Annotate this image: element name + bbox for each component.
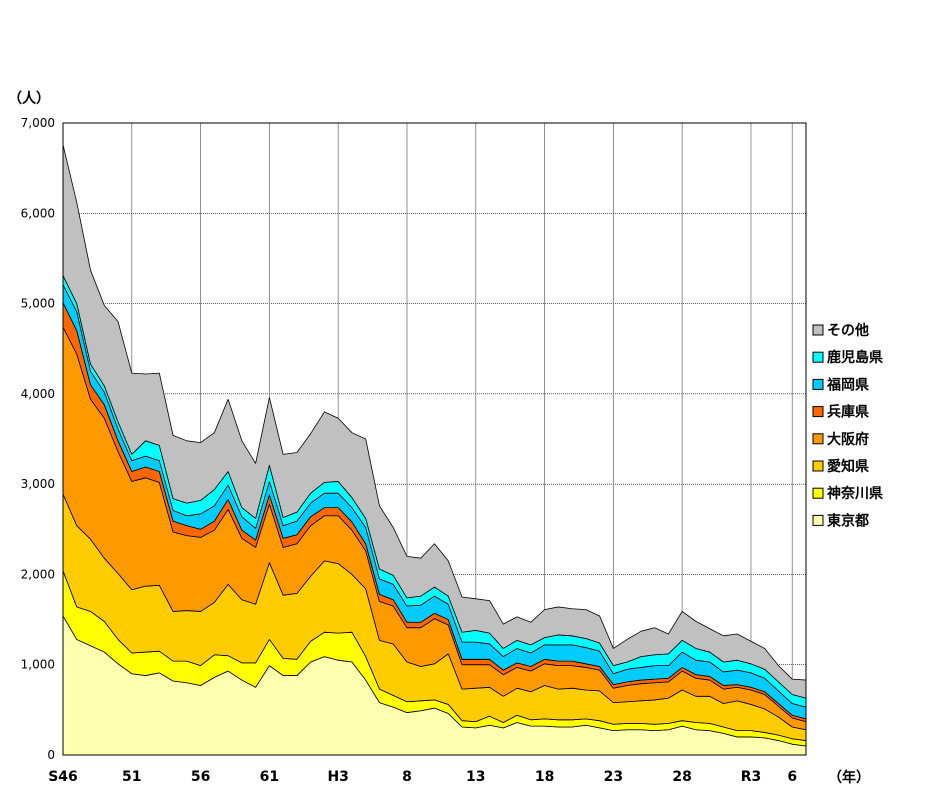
legend-swatch [812, 406, 824, 418]
legend-label: 東京都 [827, 512, 869, 529]
y-tick-label: 5,000 [21, 297, 55, 311]
area-series [62, 144, 807, 756]
x-axis-ticks: S46 51 56 61 H3 8 13 18 23 28 R3 6 [48, 769, 797, 785]
x-tick-label: 6 [787, 769, 797, 785]
x-axis-unit-label: （年） [828, 769, 870, 786]
legend-swatch [812, 378, 824, 390]
legend-label: 愛知県 [827, 458, 869, 475]
x-tick-label: S46 [48, 769, 78, 785]
legend-swatch [812, 351, 824, 363]
x-tick-label: 28 [672, 769, 691, 785]
y-tick-label: 6,000 [21, 206, 55, 220]
legend-label: 福岡県 [826, 376, 869, 393]
legend-label: 大阪府 [827, 431, 869, 448]
y-axis-ticks: 0 1,000 2,000 3,000 4,000 5,000 6,000 7,000 [21, 116, 55, 762]
y-axis-unit-label: （人） [8, 90, 50, 107]
x-tick-label: H3 [327, 769, 348, 785]
y-tick-label: 1,000 [21, 658, 55, 672]
y-tick-label: 0 [47, 748, 55, 762]
plot-area-frame [62, 122, 807, 756]
legend-swatch [812, 324, 824, 336]
x-tick-label: 61 [260, 769, 279, 785]
x-tick-label: 13 [466, 769, 485, 785]
y-tick-label: 7,000 [21, 116, 55, 130]
legend-label: 神奈川県 [827, 485, 883, 502]
legend-swatch [812, 487, 824, 499]
x-tick-label: 18 [535, 769, 554, 785]
legend-label: その他 [827, 322, 869, 339]
legend-swatch [812, 460, 824, 472]
x-tick-label: 8 [402, 769, 412, 785]
legend-label: 鹿児島県 [826, 349, 883, 366]
x-tick-label: 51 [122, 769, 141, 785]
y-tick-label: 4,000 [21, 387, 55, 401]
y-tick-label: 3,000 [21, 477, 55, 491]
legend-swatch [812, 433, 824, 445]
x-tick-label: 23 [604, 769, 623, 785]
x-tick-label: R3 [741, 769, 762, 785]
legend-swatch [812, 514, 824, 526]
y-tick-label: 2,000 [21, 567, 55, 581]
legend-label: 兵庫県 [827, 404, 869, 421]
x-tick-label: 56 [191, 769, 210, 785]
